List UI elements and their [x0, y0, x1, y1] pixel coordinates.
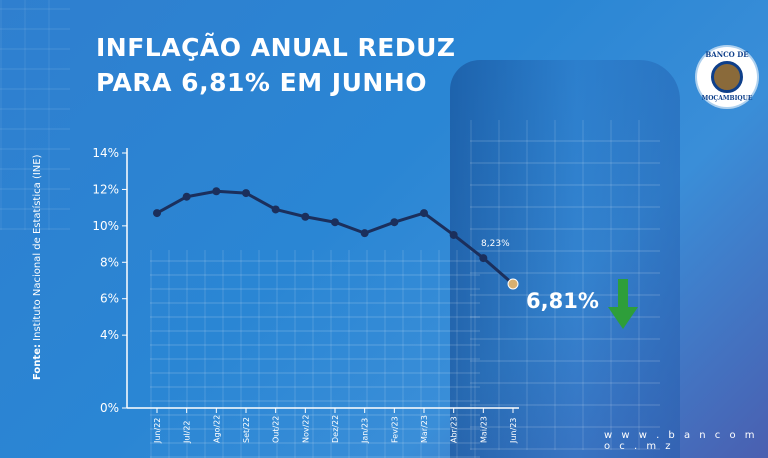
y-tick-label: 4%	[100, 328, 119, 342]
arrow-head	[608, 307, 638, 329]
data-point	[182, 192, 191, 201]
data-point	[479, 254, 488, 263]
y-tick-label: 6%	[100, 292, 119, 306]
x-tick-label: Mai/23	[479, 416, 488, 443]
x-tick-label: Jun/23	[509, 418, 518, 444]
y-tick-label: 8%	[100, 255, 119, 269]
x-tick-label: Dez/22	[331, 415, 340, 443]
data-label-may: 8,23%	[481, 239, 510, 249]
x-tick-label: Fev/23	[390, 416, 399, 443]
x-tick-label: Nov/22	[301, 415, 310, 444]
background-tower	[450, 60, 680, 458]
data-point	[242, 189, 250, 198]
y-tick-label: 0%	[100, 401, 119, 415]
down-arrow-icon	[608, 279, 638, 329]
title-line-1: INFLAÇÃO ANUAL REDUZ	[96, 33, 456, 62]
x-tick-label: Jan/23	[361, 418, 370, 444]
x-tick-label: Jun/22	[153, 418, 162, 444]
data-point	[331, 218, 339, 227]
x-tick-label: Set/22	[242, 417, 251, 443]
data-point	[153, 209, 161, 218]
logo-top-text: BANCO DE	[705, 50, 749, 59]
data-point	[212, 187, 221, 196]
y-tick-label: 10%	[92, 219, 119, 233]
logo-bottom-text: MOÇAMBIQUE	[701, 95, 753, 102]
x-tick-label: Out/22	[272, 416, 281, 443]
series-line	[156, 189, 514, 286]
page-title: INFLAÇÃO ANUAL REDUZ PARA 6,81% EM JUNHO	[96, 30, 456, 100]
data-point	[301, 212, 310, 221]
data-point	[390, 218, 399, 227]
x-tick-label: Ago/22	[212, 415, 221, 443]
y-tick-label: 14%	[92, 146, 119, 160]
x-tick-label: Mar/23	[420, 415, 429, 443]
x-tick-label: Abr/23	[450, 416, 459, 443]
data-point	[449, 230, 458, 239]
x-tick-label: Jul/22	[183, 420, 192, 444]
highlight-data-point	[507, 278, 519, 290]
background-building-left	[0, 0, 70, 230]
website-url[interactable]: w w w . b a n c o m o c . m z	[604, 430, 758, 452]
data-point	[420, 209, 428, 218]
data-point	[271, 205, 280, 214]
background-low-building	[150, 250, 480, 458]
background-tower-windows	[470, 120, 660, 450]
title-line-2: PARA 6,81% EM JUNHO	[96, 68, 427, 97]
logo-emblem-icon	[711, 61, 743, 93]
arrow-shaft	[618, 279, 628, 311]
bank-seal-logo: BANCO DE MOÇAMBIQUE	[697, 47, 757, 107]
y-tick-label: 12%	[92, 182, 119, 196]
highlight-value: 6,81%	[526, 289, 599, 313]
data-point	[360, 229, 369, 238]
